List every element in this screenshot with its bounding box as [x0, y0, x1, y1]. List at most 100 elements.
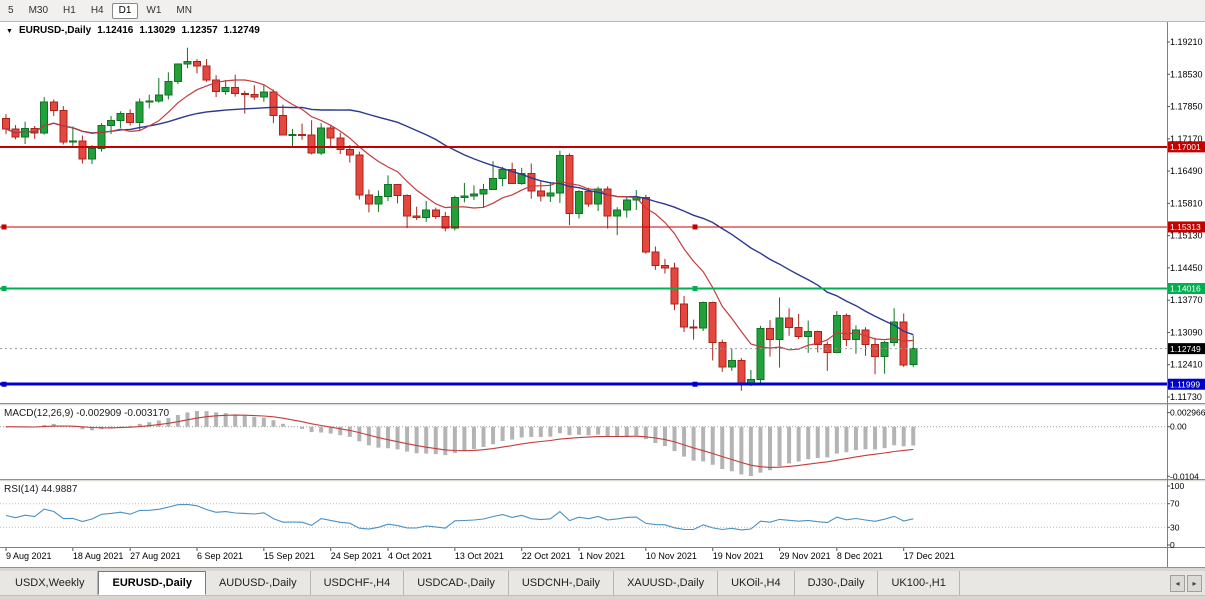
rsi-axis-label: 70 [1170, 499, 1180, 509]
macd-histogram-bar [42, 425, 47, 427]
price-axis-label: 1.14450 [1170, 263, 1203, 273]
rsi-axis-label: 0 [1170, 540, 1175, 550]
chart-low-value: 1.12357 [181, 25, 218, 36]
macd-histogram-bar [195, 411, 199, 427]
period-button-d1[interactable]: D1 [111, 2, 139, 19]
macd-histogram-bar [853, 426, 858, 451]
date-axis-label: 15 Sep 2021 [264, 551, 315, 561]
macd-histogram-bar [834, 426, 839, 454]
candle-body [766, 328, 774, 341]
candle-body [842, 314, 851, 341]
macd-histogram-bar [672, 426, 677, 452]
macd-histogram-bar [89, 426, 94, 431]
macd-histogram-bar [51, 423, 56, 427]
candle-body [107, 119, 116, 127]
tab-usdx-weekly[interactable]: USDX,Weekly [2, 571, 99, 595]
macd-axis-label: 0.002966 [1170, 408, 1205, 418]
candle-body [785, 317, 794, 329]
panel-separator[interactable] [0, 403, 1205, 406]
line-handle[interactable] [1, 381, 7, 387]
candle-body [660, 265, 669, 269]
window-bottom-strip [0, 596, 1205, 599]
tab-usdcnh-daily[interactable]: USDCNH-,Daily [508, 571, 615, 595]
macd-histogram-bar [233, 414, 238, 427]
tab-uk100-h1[interactable]: UK100-,H1 [878, 571, 960, 595]
macd-histogram-bar [137, 423, 142, 427]
line-handle[interactable] [692, 224, 698, 230]
chart-dropdown-icon[interactable]: ▼ [6, 28, 13, 35]
line-handle[interactable] [692, 286, 698, 292]
macd-histogram-bar [653, 426, 658, 443]
date-axis-label: 13 Oct 2021 [455, 551, 504, 561]
candle-body [670, 267, 679, 305]
period-button-h1[interactable]: H1 [63, 4, 76, 16]
candle-body [364, 194, 373, 205]
tab-xauusd-daily[interactable]: XAUUSD-,Daily [614, 571, 719, 595]
macd-histogram-bar [109, 426, 114, 428]
candle-body [202, 65, 211, 81]
tab-eurusd-daily[interactable]: EURUSD-,Daily [98, 571, 206, 595]
tab-scroll-right-button[interactable]: ▸ [1187, 574, 1202, 592]
macd-histogram-bar [452, 426, 457, 454]
candle-body [422, 209, 431, 219]
candle-body [498, 169, 507, 180]
candle-body [97, 125, 106, 149]
price-axis-label: 1.11730 [1170, 392, 1202, 402]
period-button-mn[interactable]: MN [176, 4, 192, 16]
candle-body [298, 134, 307, 137]
price-badge [1168, 283, 1205, 295]
candle-body [727, 359, 736, 368]
candle-body [546, 192, 555, 197]
macd-axis-label: 0.00 [1170, 422, 1187, 432]
tab-scroll-left-button[interactable]: ◂ [1170, 574, 1185, 592]
macd-histogram-bar [691, 426, 696, 461]
period-button-w1[interactable]: W1 [146, 4, 162, 16]
macd-histogram-bar [748, 426, 753, 476]
candle-body [393, 183, 402, 196]
status-divider [0, 567, 1205, 571]
period-button-5[interactable]: 5 [8, 4, 14, 16]
chart-area[interactable]: 1.19210 1.18530 1.17850 1.17170 1.16490 1.158… [0, 22, 1205, 567]
macd-histogram-bar [538, 426, 543, 438]
tab-usdcad-daily[interactable]: USDCAD-,Daily [404, 571, 509, 595]
candle-body [307, 134, 316, 154]
macd-histogram-bar [500, 426, 505, 442]
price-badge [1168, 378, 1205, 390]
candle-body [68, 140, 77, 143]
chart-title: ▼ EURUSD-,Daily 1.12416 1.13029 1.12357 … [6, 25, 260, 36]
candle-body [259, 91, 268, 98]
candle-body [278, 115, 287, 136]
date-axis-label: 19 Nov 2021 [713, 551, 764, 561]
period-button-h4[interactable]: H4 [90, 4, 104, 16]
macd-histogram-bar [405, 426, 410, 452]
line-handle[interactable] [1, 286, 7, 292]
tab-ukoil-h4[interactable]: UKOil-,H4 [718, 571, 795, 595]
macd-histogram-bar [261, 417, 266, 427]
macd-histogram-bar [557, 426, 562, 434]
tab-audusd-daily[interactable]: AUDUSD-,Daily [205, 571, 311, 595]
candle-body [384, 183, 392, 198]
candle-body [403, 194, 412, 217]
line-handle[interactable] [1, 224, 7, 230]
date-axis-label: 18 Aug 2021 [73, 551, 124, 561]
macd-histogram-bar [758, 426, 763, 473]
tab-usdchf-h4[interactable]: USDCHF-,H4 [310, 571, 405, 595]
candle-body [479, 189, 488, 195]
period-button-m30[interactable]: M30 [28, 4, 49, 16]
panel-separator[interactable] [0, 479, 1205, 482]
candle-body [871, 343, 880, 358]
tab-dj30-daily[interactable]: DJ30-,Daily [794, 571, 879, 595]
macd-histogram-bar [252, 416, 257, 427]
candle-body [2, 117, 10, 130]
date-axis-label: 17 Dec 2021 [904, 551, 955, 561]
price-axis-label: 1.17170 [1170, 134, 1203, 144]
candle-body [909, 348, 918, 365]
price-badge-label: 1.14016 [1170, 284, 1201, 294]
candle-body [651, 251, 660, 267]
macd-histogram-bar [271, 420, 276, 427]
macd-histogram-bar [338, 426, 343, 436]
date-axis-label: 10 Nov 2021 [646, 551, 697, 561]
line-handle[interactable] [692, 381, 698, 387]
macd-histogram-bar [204, 411, 209, 427]
